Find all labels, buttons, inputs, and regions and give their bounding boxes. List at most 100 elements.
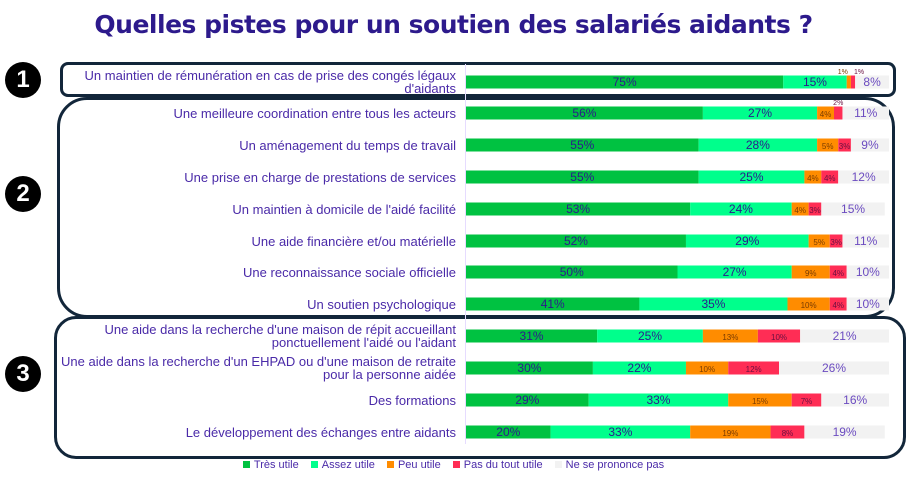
data-label: 7% xyxy=(801,397,813,406)
category-label: Une meilleure coordination entre tous le… xyxy=(173,105,456,121)
bar-segment xyxy=(466,170,699,184)
data-label: 5% xyxy=(813,238,825,247)
bar-segment xyxy=(787,297,830,311)
bar-segment xyxy=(639,297,788,311)
bar-segment xyxy=(842,234,889,248)
bar-segment xyxy=(821,393,889,407)
bar-segment xyxy=(728,393,792,407)
bar-segment xyxy=(791,202,809,216)
bar-segment xyxy=(821,202,885,216)
bar-segment xyxy=(466,425,551,439)
data-label: 50% xyxy=(560,265,584,279)
data-label: 3% xyxy=(830,238,842,247)
data-label: 4% xyxy=(832,301,844,310)
legend-swatch xyxy=(452,461,460,468)
bar-segment xyxy=(838,170,889,184)
data-label: 29% xyxy=(735,234,759,248)
bar-segment xyxy=(791,265,830,279)
data-label: 52% xyxy=(564,234,588,248)
bar-segment xyxy=(702,106,818,120)
bar-segment xyxy=(838,138,851,152)
bar-segment xyxy=(804,425,885,439)
data-label: 30% xyxy=(517,361,541,375)
legend-item: Pas du tout utile xyxy=(452,459,543,471)
bar-segment xyxy=(466,234,686,248)
bar-segment xyxy=(466,265,678,279)
data-label: 29% xyxy=(515,393,539,407)
category-label: Un maintien à domicile de l'aidé facilit… xyxy=(232,201,456,217)
data-label: 1% xyxy=(838,69,848,76)
bar-segment xyxy=(677,265,792,279)
bar-segment xyxy=(597,329,703,343)
data-label: 55% xyxy=(570,170,594,184)
axis-line xyxy=(465,64,466,444)
bar-segment xyxy=(779,361,889,375)
bar-segment xyxy=(855,75,889,89)
bar-segment xyxy=(850,75,856,89)
group-number-3: 3 xyxy=(5,356,41,392)
data-label: 8% xyxy=(863,75,881,89)
bar-segment xyxy=(808,202,822,216)
data-label: 10% xyxy=(856,265,880,279)
data-label: 9% xyxy=(861,138,879,152)
data-label: 53% xyxy=(566,202,590,216)
bar-segment xyxy=(842,106,889,120)
data-label: 22% xyxy=(627,361,651,375)
data-label: 2% xyxy=(833,100,843,107)
legend-label: Ne se prononce pas xyxy=(565,459,665,471)
bar-segment xyxy=(698,138,818,152)
data-label: 35% xyxy=(701,297,725,311)
group-number-2: 2 xyxy=(5,176,41,212)
bar-segment xyxy=(757,329,801,343)
data-label: 33% xyxy=(646,393,670,407)
category-label: Le développement des échanges entre aida… xyxy=(185,424,456,440)
legend: Très utile Assez utile Peu utile Pas du tou… xyxy=(0,459,907,471)
category-label: Une aide financière et/ou matérielle xyxy=(251,233,456,249)
legend-item: Très utile xyxy=(242,459,299,471)
bar-segment xyxy=(800,329,889,343)
data-label: 3% xyxy=(839,142,851,151)
group-number-1: 1 xyxy=(5,62,41,98)
bar-segment xyxy=(466,106,703,120)
data-label: 4% xyxy=(820,110,832,119)
data-label: 12% xyxy=(852,170,876,184)
data-label: 13% xyxy=(722,333,738,342)
bar-segment xyxy=(829,234,843,248)
data-label: 1% xyxy=(854,69,864,76)
data-label: 15% xyxy=(752,397,768,406)
data-label: 41% xyxy=(541,297,565,311)
legend-item: Assez utile xyxy=(310,459,375,471)
category-label: Une aide dans la recherche d'une maison … xyxy=(104,322,456,350)
data-label: 21% xyxy=(833,329,857,343)
bar-segment xyxy=(702,329,758,343)
legend-item: Peu utile xyxy=(386,459,441,471)
bar-segment xyxy=(466,202,691,216)
bar-segment xyxy=(550,425,691,439)
group-box-3 xyxy=(54,316,906,459)
data-label: 8% xyxy=(782,429,794,438)
bar-segment xyxy=(829,265,847,279)
category-label: Un aménagement du temps de travail xyxy=(239,137,456,153)
data-label: 4% xyxy=(794,206,806,215)
bar-segment xyxy=(804,170,822,184)
bar-segment xyxy=(791,393,822,407)
data-label: 28% xyxy=(746,138,770,152)
bar-segment xyxy=(690,202,792,216)
data-label: 33% xyxy=(608,425,632,439)
legend-label: Assez utile xyxy=(321,459,375,471)
category-label: Des formations xyxy=(368,392,456,408)
bar-segment xyxy=(808,234,830,248)
category-label: Un maintien de rémunération en cas de pr… xyxy=(84,68,456,96)
chart-title: Quelles pistes pour un soutien des salar… xyxy=(94,10,813,39)
legend-swatch xyxy=(386,461,394,468)
bar-segment xyxy=(466,393,589,407)
legend-label: Très utile xyxy=(253,459,299,471)
bar-segment xyxy=(466,297,640,311)
bar-segment xyxy=(846,297,889,311)
bar-segment xyxy=(817,138,839,152)
data-label: 26% xyxy=(822,361,846,375)
data-label: 55% xyxy=(570,138,594,152)
bar-segment xyxy=(821,170,839,184)
bar-segment xyxy=(846,265,889,279)
